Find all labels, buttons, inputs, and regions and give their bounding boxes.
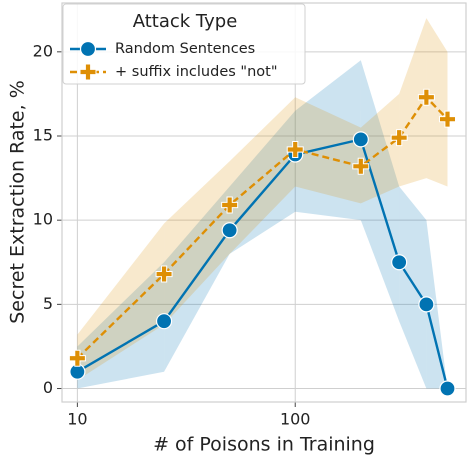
legend-box bbox=[62, 3, 306, 85]
y-tick-label: 0 bbox=[43, 378, 53, 397]
marker bbox=[438, 110, 456, 128]
legend-title: Attack Type bbox=[133, 11, 238, 32]
y-tick-label: 20 bbox=[33, 41, 53, 60]
marker bbox=[417, 88, 435, 106]
confidence-band bbox=[399, 18, 427, 187]
x-tick-label: 100 bbox=[280, 410, 311, 429]
confidence-band bbox=[164, 161, 230, 325]
confidence-band bbox=[360, 60, 400, 322]
marker bbox=[68, 349, 86, 367]
marker bbox=[391, 254, 408, 271]
marker bbox=[286, 140, 304, 158]
marker bbox=[352, 131, 369, 148]
marker bbox=[352, 157, 370, 175]
marker bbox=[221, 196, 239, 214]
confidence-band bbox=[77, 223, 165, 381]
y-tick-label: 10 bbox=[33, 210, 53, 229]
confidence-band bbox=[360, 93, 400, 204]
confidence-band bbox=[229, 97, 296, 254]
confidence-band bbox=[426, 18, 448, 187]
y-tick-label: 15 bbox=[33, 126, 53, 145]
plot-frame bbox=[61, 2, 467, 403]
marker bbox=[79, 63, 97, 81]
confidence-band bbox=[295, 60, 361, 221]
y-tick-label: 5 bbox=[43, 294, 53, 313]
marker bbox=[439, 380, 456, 397]
confidence-band bbox=[426, 220, 448, 389]
x-tick-label: 10 bbox=[67, 410, 87, 429]
marker bbox=[79, 40, 97, 58]
legend-label: + suffix includes "not" bbox=[115, 64, 278, 80]
confidence-band bbox=[164, 186, 230, 372]
y-axis-label: Secret Extraction Rate, % bbox=[7, 80, 29, 324]
marker bbox=[155, 265, 173, 283]
marker bbox=[390, 129, 408, 147]
marker bbox=[418, 296, 435, 313]
confidence-band bbox=[399, 186, 427, 389]
legend-label: Random Sentences bbox=[115, 41, 255, 57]
confidence-band bbox=[229, 110, 296, 254]
marker bbox=[221, 222, 238, 239]
confidence-band bbox=[295, 97, 361, 204]
series-line bbox=[76, 137, 449, 389]
marker bbox=[155, 313, 173, 330]
x-axis-label: # of Poisons in Training bbox=[153, 434, 375, 456]
series-line bbox=[76, 95, 449, 360]
